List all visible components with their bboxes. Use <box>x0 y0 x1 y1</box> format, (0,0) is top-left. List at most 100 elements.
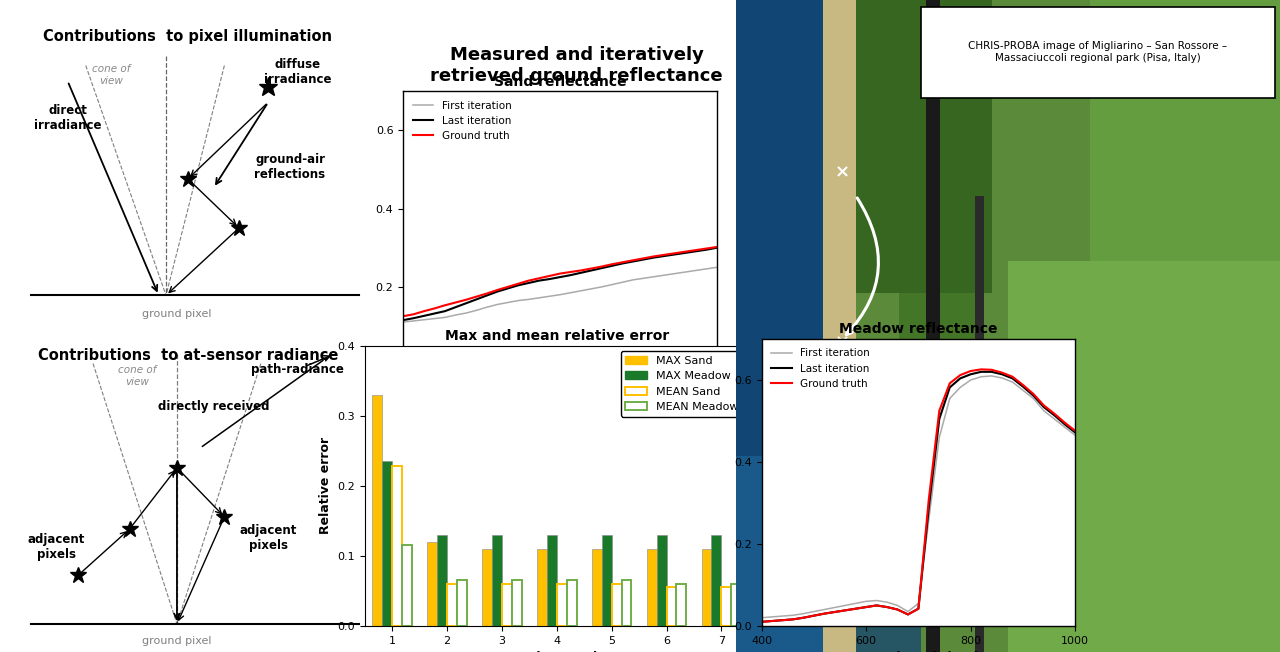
Last iteration <box>796 614 812 621</box>
Ground truth <box>952 371 968 379</box>
Last iteration <box>699 246 714 254</box>
First iteration <box>1025 394 1041 402</box>
Ground truth <box>616 258 631 266</box>
Ground truth <box>1047 409 1062 417</box>
First iteration <box>500 299 516 306</box>
First iteration <box>531 294 547 302</box>
First iteration <box>827 604 842 612</box>
First iteration <box>1047 415 1062 423</box>
Last iteration <box>426 310 443 318</box>
Last iteration <box>541 275 557 283</box>
Text: CHRIS-PROBA image of Migliarino – San Rossore –
Massaciuccoli regional park (Pis: CHRIS-PROBA image of Migliarino – San Ro… <box>968 41 1228 63</box>
Last iteration <box>489 288 504 295</box>
Last iteration <box>626 258 641 265</box>
Bar <box>538 549 547 626</box>
First iteration <box>406 317 421 325</box>
First iteration <box>764 613 780 621</box>
First iteration <box>1057 423 1073 431</box>
Bar <box>667 587 676 626</box>
Text: ground-air
reflections: ground-air reflections <box>255 153 325 181</box>
Ground truth <box>922 495 937 503</box>
Last iteration <box>646 254 662 261</box>
First iteration <box>541 292 557 300</box>
Last iteration <box>995 370 1010 378</box>
Line: First iteration: First iteration <box>403 267 717 322</box>
Last iteration <box>847 605 863 613</box>
First iteration <box>859 597 874 605</box>
Ground truth <box>468 293 484 301</box>
Last iteration <box>973 368 988 376</box>
Line: Ground truth: Ground truth <box>762 370 1075 622</box>
Last iteration <box>553 273 568 281</box>
First iteration <box>754 614 769 621</box>
Text: directly received: directly received <box>157 400 269 413</box>
Ground truth <box>764 617 780 625</box>
First iteration <box>479 303 494 311</box>
X-axis label: Wavelength (nm): Wavelength (nm) <box>499 391 621 404</box>
Bar <box>557 584 567 626</box>
Last iteration <box>827 608 842 616</box>
First iteration <box>616 278 631 286</box>
Ground truth <box>636 254 652 262</box>
Last iteration <box>1057 421 1073 428</box>
First iteration <box>932 434 947 441</box>
Last iteration <box>869 602 884 610</box>
Ground truth <box>458 296 474 304</box>
Ground truth <box>837 606 852 614</box>
Bar <box>483 549 492 626</box>
Ground truth <box>827 608 842 616</box>
First iteration <box>416 316 431 323</box>
First iteration <box>468 306 484 314</box>
First iteration <box>1015 387 1030 394</box>
Last iteration <box>837 606 852 614</box>
First iteration <box>626 276 641 284</box>
Line: First iteration: First iteration <box>762 376 1075 617</box>
Ground truth <box>489 286 504 294</box>
Last iteration <box>890 606 905 614</box>
Ground truth <box>859 603 874 611</box>
Ground truth <box>1037 402 1052 409</box>
Last iteration <box>932 415 947 423</box>
Bar <box>975 196 983 652</box>
First iteration <box>667 270 682 278</box>
Text: cone of
view: cone of view <box>118 365 156 387</box>
Last iteration <box>709 244 724 252</box>
Last iteration <box>511 282 526 289</box>
Ground truth <box>973 366 988 374</box>
Bar <box>701 549 712 626</box>
Title: Max and mean relative error: Max and mean relative error <box>444 329 669 343</box>
Bar <box>567 580 576 626</box>
Ground truth <box>774 616 790 624</box>
First iteration <box>657 271 672 279</box>
First iteration <box>604 280 620 288</box>
First iteration <box>963 376 978 384</box>
Bar <box>447 584 457 626</box>
First iteration <box>817 606 832 614</box>
Text: ground pixel: ground pixel <box>142 636 211 646</box>
Ground truth <box>1025 390 1041 398</box>
Line: Last iteration: Last iteration <box>403 248 717 320</box>
Title: Meadow reflectance: Meadow reflectance <box>840 323 997 336</box>
Last iteration <box>594 264 609 272</box>
Text: ×: × <box>835 333 850 351</box>
Bar <box>602 535 612 626</box>
First iteration <box>699 265 714 273</box>
Legend: First iteration, Last iteration, Ground truth: First iteration, Last iteration, Ground … <box>408 96 516 145</box>
Ground truth <box>689 246 704 254</box>
Bar <box>457 580 467 626</box>
Legend: First iteration, Last iteration, Ground truth: First iteration, Last iteration, Ground … <box>767 344 874 393</box>
Last iteration <box>1037 403 1052 411</box>
Last iteration <box>1068 428 1083 436</box>
Bar <box>712 535 722 626</box>
Last iteration <box>416 312 431 319</box>
Y-axis label: Relative error: Relative error <box>319 437 332 534</box>
First iteration <box>900 608 915 615</box>
Text: ×: × <box>835 164 850 182</box>
Bar <box>502 584 512 626</box>
Last iteration <box>910 605 925 613</box>
First iteration <box>678 268 694 276</box>
Bar <box>736 0 845 456</box>
Ground truth <box>406 310 421 318</box>
Last iteration <box>1015 383 1030 391</box>
Bar <box>547 535 557 626</box>
